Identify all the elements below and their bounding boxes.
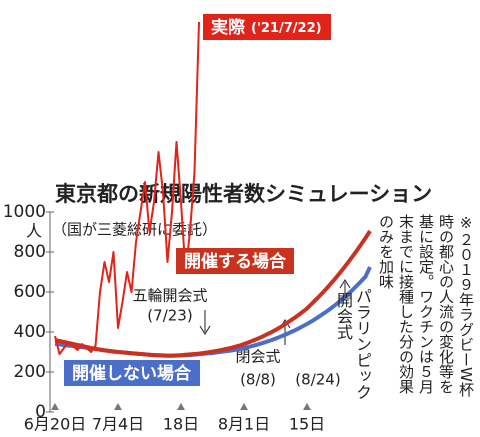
x-tick-label: 7月4日 (92, 415, 144, 434)
y-tick-label: 1000 (3, 202, 46, 222)
x-tick (51, 403, 59, 410)
y-tick-label: 600 (14, 282, 46, 302)
annotation: (8/24) (295, 371, 340, 389)
y-tick-label: 800 (14, 242, 46, 262)
x-tick-label: 15日 (289, 415, 325, 434)
legend-box (203, 14, 331, 40)
y-tick-label: 200 (14, 362, 46, 382)
legend-label: 開催しない場合 (72, 363, 192, 384)
annotation: (7/23) (147, 307, 192, 325)
legend-text: 実際 (211, 17, 246, 38)
x-tick (177, 403, 185, 410)
legend-label: 開催する場合 (184, 251, 287, 272)
line (54, 21, 200, 355)
annotation: パラリンピック (353, 288, 372, 400)
chart-subtitle: （国が三菱総研に委託） (52, 221, 217, 239)
chart-title: 東京都の新規陽性者数シミュレーション (55, 182, 432, 206)
legend-text: 開催しない場合 (72, 363, 192, 384)
x-tick (240, 403, 248, 410)
annotation: 閉会式 (235, 348, 280, 366)
note: ※２０１９年ラグビーW杯時の都心の人流の変化等を基に設定。ワクチンは５月末までに… (377, 214, 475, 397)
legend-label: 実際 ('21/7/22) (211, 17, 322, 38)
x-tick-label: 18日 (163, 415, 199, 434)
x-tick-label: 8月1日 (218, 415, 270, 434)
x-tick-label: 6月20日 (24, 415, 87, 434)
legend-text: 開催する場合 (184, 251, 287, 272)
legend-box (64, 360, 200, 386)
annotation: (8/8) (240, 371, 276, 389)
y-tick-label: 400 (14, 322, 46, 342)
legend-box (176, 248, 294, 274)
annotation: ('21/7/22) (251, 21, 322, 36)
y-unit: 人 (26, 222, 42, 241)
x-tick (114, 403, 122, 410)
arrow (199, 310, 211, 335)
annotation: 五輪開会式 (132, 287, 207, 305)
y-tick-label: 0 (35, 402, 46, 422)
x-tick (303, 403, 311, 410)
annotation: 開会式 (334, 292, 353, 340)
line (54, 229, 372, 358)
